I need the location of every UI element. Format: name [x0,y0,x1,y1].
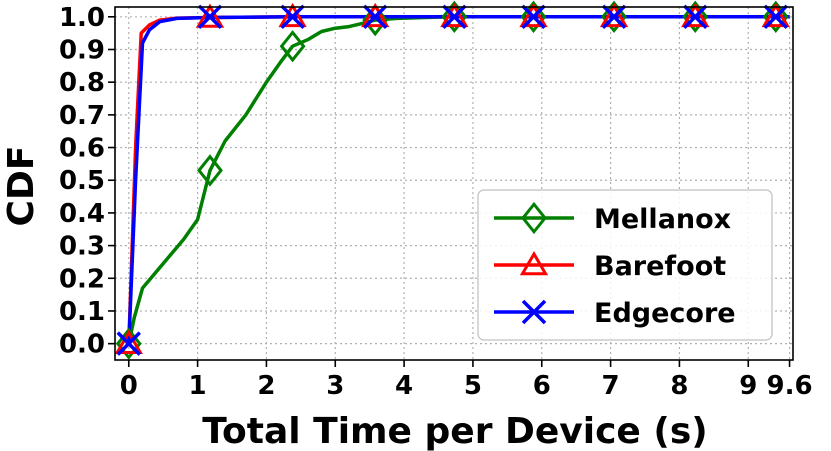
barefoot-data-point [599,2,629,28]
x-marker-stroke [683,4,708,30]
legend-marker-barefoot [519,251,549,276]
y-tick-label: 0.4 [59,199,105,229]
y-tick-label: 0.3 [59,232,105,262]
edgecore-data-point [362,4,388,30]
x-tick-label: 9 [739,371,757,401]
barefoot-data-point [761,2,790,28]
edgecore-data-point [280,4,305,30]
y-tick-label: 0.5 [59,166,105,196]
legend-box [477,189,773,341]
mellanox-data-point [441,0,468,33]
x-tick-label: 1 [189,371,207,401]
x-marker-stroke [521,299,547,325]
legend-marker-edgecore [521,299,547,325]
x-marker-stroke [116,331,142,356]
edgecore-data-point [683,4,708,30]
legend-item-edgecore: Edgecore [494,298,736,329]
x-tick-label: 4 [395,371,413,401]
legend: Mellanox Barefoot Edgecore [477,189,773,341]
x-marker-stroke [442,4,467,30]
x-marker-stroke [362,4,388,30]
tick-layer: 0 1 2 3 4 5 6 7 8 9 9.6 0.00.10.20.30.40.50.60.70.8… [59,3,813,401]
mellanox-data-point [682,0,709,33]
edgecore-data-point [521,4,546,30]
x-tick-label: 5 [464,371,482,401]
mellanox-data-point [279,30,306,63]
plot-area-frame [114,6,794,361]
x-marker-stroke [197,4,223,30]
legend-label-edgecore: Edgecore [594,298,736,329]
y-axis-title: CDF [1,146,42,227]
mellanox-data-point [197,154,223,187]
y-tick-label: 0.9 [59,35,105,65]
edgecore-data-point [442,4,467,30]
x-tick-label: 7 [602,371,620,401]
x-tick-label: 0 [120,371,138,401]
x-axis-title: Total Time per Device (s) [202,411,707,451]
legend-item-mellanox: Mellanox [494,201,731,235]
barefoot-data-point [114,329,143,354]
y-tick-label: 0.7 [59,101,105,131]
barefoot-data-point [440,2,469,28]
edgecore-data-point [763,4,789,30]
barefoot-data-point [195,3,225,28]
mellanox-data-point [520,0,547,33]
x-tick-label: 9.6 [767,371,813,401]
barefoot-data-point [278,2,307,28]
x-marker-stroke [521,4,546,30]
y-tick-label: 0.0 [59,330,105,360]
y-tick-label: 0.1 [59,297,105,327]
mellanox-data-point [601,0,627,33]
legend-label-barefoot: Barefoot [594,251,726,282]
legend-marker-mellanox [521,201,547,235]
x-marker-stroke [763,4,789,30]
y-tick-label: 0.2 [59,264,105,294]
edgecore-data-point [601,4,627,30]
legend-item-barefoot: Barefoot [494,251,726,282]
mellanox-data-point [115,327,142,360]
barefoot-data-point [361,2,390,28]
y-tick-label: 1.0 [59,3,105,33]
x-tick-label: 2 [257,371,275,401]
x-tick-label: 3 [326,371,344,401]
y-tick-label: 0.6 [59,134,105,164]
x-tick-label: 8 [670,371,688,401]
edgecore-data-point [116,331,142,356]
mellanox-data-point [762,0,789,33]
y-tick-label: 0.8 [59,68,105,98]
barefoot-data-point [681,2,710,28]
x-tick-label: 6 [533,371,551,401]
legend-label-mellanox: Mellanox [594,204,731,235]
x-marker-stroke [601,4,627,30]
barefoot-data-point [519,2,548,28]
x-marker-stroke [280,4,305,30]
marker-layer [114,0,790,360]
edgecore-data-point [197,4,223,30]
